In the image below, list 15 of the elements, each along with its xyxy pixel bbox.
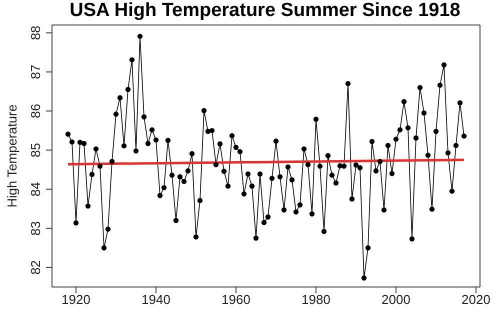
y-tick-label: 85: [28, 142, 43, 158]
y-tick-label: 88: [28, 26, 43, 40]
y-tick-label: 82: [28, 260, 43, 275]
y-tick-label: 84: [28, 182, 43, 196]
y-tick-label: 87: [28, 64, 43, 80]
x-tick-label: 1940: [142, 292, 170, 308]
y-axis-title: High Temperature: [4, 104, 20, 208]
x-tick-label: 1960: [222, 292, 250, 308]
y-tick-label: 86: [28, 104, 43, 118]
x-tick-label: 2000: [382, 292, 410, 308]
x-tick-label: 1980: [302, 292, 330, 308]
chart-title: USA High Temperature Summer Since 1918: [68, 0, 462, 22]
x-tick-label: 2020: [462, 292, 490, 308]
y-tick-label: 83: [28, 221, 43, 236]
x-tick-label: 1920: [62, 292, 90, 308]
